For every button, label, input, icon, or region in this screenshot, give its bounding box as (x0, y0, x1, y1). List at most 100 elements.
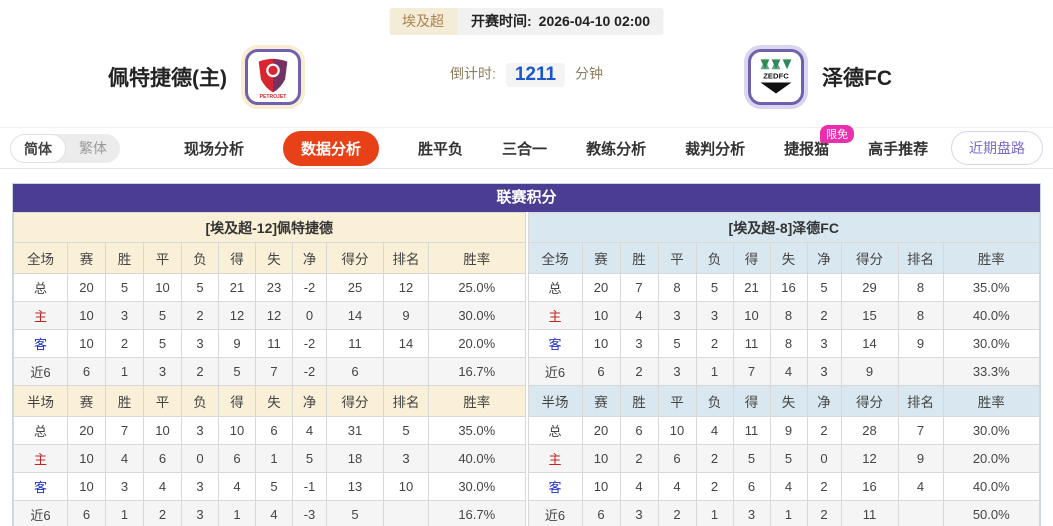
row-label: 总 (13, 416, 68, 445)
column-header: 平 (143, 385, 182, 417)
stat-cell: -2 (292, 357, 327, 386)
stat-cell: 6 (581, 357, 621, 386)
match-banner: 埃及超 开赛时间: 2026-04-10 02:00 (389, 8, 664, 35)
stat-cell: 10 (581, 301, 621, 330)
column-header: 胜率 (942, 385, 1040, 417)
stat-cell: 21 (732, 273, 771, 302)
stat-cell: 8 (897, 273, 944, 302)
column-header: 胜 (105, 385, 144, 417)
row-label: 近6 (13, 357, 68, 386)
tab-data-analysis[interactable]: 数据分析 (283, 130, 380, 166)
lang-simplified[interactable]: 简体 (10, 133, 66, 163)
table-row: 主 10 3 5 2 12 12 0 14 9 30.0% (13, 301, 526, 330)
stat-cell: 1 (695, 357, 734, 386)
stat-cell: 10 (218, 416, 256, 445)
tab-win-draw-lose[interactable]: 胜平负 (418, 140, 464, 158)
stat-cell: 5 (105, 273, 144, 302)
zedfc-crest-icon: ZEDFC (760, 59, 792, 94)
stat-cell: 6 (143, 444, 182, 473)
stat-cell: 13 (326, 472, 384, 501)
column-header: 负 (181, 385, 219, 417)
stat-cell: 5 (143, 329, 182, 358)
stat-cell: 4 (695, 416, 734, 445)
column-header: 赛 (67, 242, 106, 274)
column-header: 负 (695, 385, 734, 417)
column-header: 胜率 (428, 385, 526, 417)
column-header: 胜 (619, 242, 659, 274)
stat-cell: 1 (105, 357, 144, 386)
table-row: 总 20 6 10 4 11 9 2 28 7 30.0% (527, 416, 1040, 445)
stat-cell: 3 (383, 444, 429, 473)
tab-three-in-one[interactable]: 三合一 (502, 140, 548, 158)
tab-expert-picks[interactable]: 高手推荐 (868, 140, 929, 158)
stat-cell: 20 (67, 416, 106, 445)
away-team-block: ZEDFC 泽德FC (748, 45, 892, 109)
column-header: 得分 (840, 385, 899, 417)
stat-cell: 35.0% (428, 416, 526, 445)
column-header: 胜 (619, 385, 659, 417)
table-row: 主 10 4 6 0 6 1 5 18 3 40.0% (13, 444, 526, 473)
stat-cell: 0 (292, 301, 327, 330)
column-header: 净 (806, 385, 842, 417)
stat-cell: 3 (695, 301, 734, 330)
row-label: 总 (527, 273, 583, 302)
limited-free-badge: 限免 (820, 124, 855, 143)
row-label: 主 (527, 301, 583, 330)
tab-coach-analysis[interactable]: 教练分析 (586, 140, 647, 158)
table-row: 总 20 5 10 5 21 23 -2 25 12 25.0% (13, 273, 526, 302)
stat-cell: 4 (218, 472, 256, 501)
stat-cell: 6 (657, 444, 697, 473)
kickoff-value: 2026-04-10 02:00 (538, 13, 650, 29)
stat-cell: 18 (326, 444, 384, 473)
stat-cell: 16 (769, 273, 808, 302)
countdown-label: 倒计时: (450, 65, 496, 82)
recent-odds-button[interactable]: 近期盘路 (951, 131, 1043, 165)
stat-cell: 5 (695, 273, 734, 302)
petrojet-crest-icon: PETROJET (258, 58, 288, 99)
column-header: 平 (143, 242, 182, 274)
stat-cell: 2 (695, 444, 734, 473)
stat-cell: 33.3% (942, 357, 1040, 386)
stat-cell: 11 (840, 500, 899, 526)
stat-cell: 20.0% (428, 329, 526, 358)
column-header-row: 半场赛胜平负得失净得分 排名 胜率 (527, 385, 1040, 417)
column-header: 半场 (527, 385, 583, 417)
stat-cell: 8 (657, 273, 697, 302)
countdown-unit: 分钟 (574, 65, 603, 82)
stat-cell: 20.0% (942, 444, 1040, 473)
stat-cell: 28 (840, 416, 899, 445)
stat-cell: 12 (383, 273, 429, 302)
stat-cell (897, 357, 944, 386)
stat-cell: 2 (181, 357, 219, 386)
stat-cell: 30.0% (428, 472, 526, 501)
column-header: 胜率 (942, 242, 1040, 274)
tab-live-analysis[interactable]: 现场分析 (184, 140, 245, 158)
stat-cell: 12 (218, 301, 256, 330)
stat-cell: 30.0% (942, 329, 1040, 358)
team-section-header: [埃及超-12]佩特捷德 (13, 212, 526, 243)
stat-cell: 35.0% (942, 273, 1040, 302)
stat-cell: 9 (897, 444, 944, 473)
stat-cell: 10 (581, 444, 621, 473)
league-badge[interactable]: 埃及超 (389, 8, 458, 35)
stat-cell: 10 (581, 472, 621, 501)
stat-cell: 10 (67, 472, 106, 501)
stat-cell: 10 (67, 444, 106, 473)
stat-cell: 3 (181, 500, 219, 526)
tab-referee-analysis[interactable]: 裁判分析 (685, 140, 746, 158)
lang-traditional[interactable]: 繁体 (79, 140, 107, 156)
stat-cell: 4 (143, 472, 182, 501)
stat-cell: 9 (840, 357, 899, 386)
row-label: 近6 (527, 357, 583, 386)
stat-cell: 12 (840, 444, 899, 473)
stat-cell: 4 (292, 416, 327, 445)
stat-cell: 5 (383, 416, 429, 445)
stat-cell: 3 (143, 357, 182, 386)
kickoff-label: 开赛时间: (471, 13, 532, 29)
stat-cell: 10 (143, 273, 182, 302)
stat-cell: 9 (383, 301, 429, 330)
stat-cell: 6 (67, 500, 106, 526)
tab-jiebao-cat[interactable]: 捷报猫 限免 (784, 124, 855, 159)
column-header: 半场 (13, 385, 68, 417)
stat-cell: 23 (255, 273, 293, 302)
